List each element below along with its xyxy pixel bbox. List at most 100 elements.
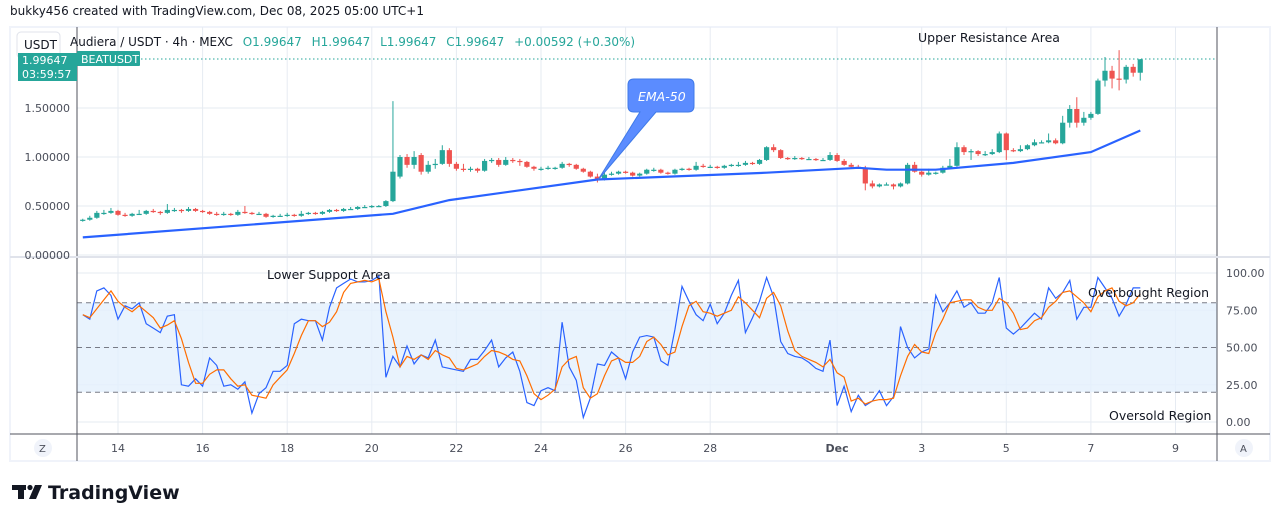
upper-resistance-label[interactable]: Upper Resistance Area xyxy=(918,30,1060,45)
candle xyxy=(326,208,333,213)
candle-body xyxy=(284,214,290,217)
bar-countdown: 03:59:57 xyxy=(22,68,71,81)
candle xyxy=(341,207,347,212)
time-tick-label: 20 xyxy=(365,442,379,455)
candle-body xyxy=(905,164,911,184)
candle xyxy=(700,163,706,168)
candle xyxy=(947,158,953,169)
candle-body xyxy=(573,164,579,169)
candle-body xyxy=(411,157,417,165)
candle xyxy=(686,167,692,171)
candle-body xyxy=(1046,140,1052,143)
stoch-k-line xyxy=(82,274,1141,420)
candle-body xyxy=(686,168,692,170)
candle-body xyxy=(1102,70,1108,81)
candle xyxy=(771,144,777,153)
candle-body xyxy=(792,157,798,160)
overbought-label[interactable]: Overbought Region xyxy=(1088,285,1209,300)
candle xyxy=(1003,132,1009,160)
candle-body xyxy=(383,201,389,206)
candle xyxy=(1130,63,1136,77)
lower-support-label[interactable]: Lower Support Area xyxy=(267,267,391,282)
candle-body xyxy=(418,155,424,172)
candle-body xyxy=(312,212,318,215)
candle-body xyxy=(876,184,882,187)
symbol-tag-label: BEATUSDT xyxy=(81,53,139,66)
candle xyxy=(756,158,763,165)
candle xyxy=(608,171,615,176)
oversold-label[interactable]: Oversold Region xyxy=(1109,408,1211,423)
candle-body xyxy=(305,212,311,215)
candle xyxy=(989,149,995,156)
candle-body xyxy=(270,215,276,217)
candle xyxy=(87,215,93,221)
time-axis[interactable]: 14 16 18 20 22 24 26 28 Dec 3 5 7 9 xyxy=(111,442,1179,455)
candle xyxy=(439,145,445,165)
candle-body xyxy=(693,165,699,170)
callout-label: EMA-50 xyxy=(638,89,686,104)
candle-body xyxy=(601,174,608,180)
candle-body xyxy=(1081,117,1087,123)
candle xyxy=(665,171,671,175)
candle-body xyxy=(848,164,854,167)
candle-body xyxy=(200,210,206,213)
candle xyxy=(862,165,868,191)
candle-body xyxy=(989,152,995,155)
candle-body xyxy=(806,158,812,161)
auto-scale-label: A xyxy=(1240,444,1247,455)
candle xyxy=(263,212,269,218)
candle xyxy=(538,166,544,171)
candle-body xyxy=(644,169,650,174)
candle-body xyxy=(778,150,784,158)
candle-body xyxy=(926,172,932,175)
symbol-title[interactable]: Audiera / USDT · 4h · MEXC xyxy=(70,35,233,49)
candle xyxy=(418,153,424,175)
candle xyxy=(397,155,403,179)
candle-body xyxy=(446,150,452,164)
candle xyxy=(693,161,699,171)
tradingview-logo[interactable]: TradingView xyxy=(12,482,180,504)
candle-body xyxy=(672,169,678,174)
candle xyxy=(566,162,572,167)
candle xyxy=(157,210,163,215)
candle xyxy=(1109,65,1115,89)
candle-body xyxy=(249,212,255,215)
stoch-d-line xyxy=(82,278,1141,405)
axis-labels: 0.00000 0.50000 1.00000 1.50000 0.00 25.00 50.… xyxy=(25,102,1265,429)
candle-body xyxy=(1003,133,1009,151)
candle-body xyxy=(580,168,586,172)
time-tick-label: 22 xyxy=(449,442,463,455)
candle-body xyxy=(1060,122,1066,144)
stoch-tick-label: 50.00 xyxy=(1226,342,1258,355)
auto-scale-button[interactable] xyxy=(1235,439,1253,457)
candle-body xyxy=(1116,78,1122,80)
candle-body xyxy=(80,219,86,221)
candle-body xyxy=(489,159,495,162)
candle-body xyxy=(665,172,671,174)
candle-body xyxy=(1031,142,1038,146)
candle-body xyxy=(453,163,459,169)
candle xyxy=(827,152,833,161)
candle-body xyxy=(742,162,749,165)
candle xyxy=(446,148,452,167)
candle xyxy=(482,158,488,172)
callout-bubble xyxy=(597,78,695,181)
ema-callout[interactable]: EMA-50 xyxy=(597,78,695,181)
legend-high: H1.99647 xyxy=(312,35,371,49)
candle-body xyxy=(919,171,925,175)
candle-body xyxy=(333,209,340,212)
time-tick-label: 16 xyxy=(196,442,210,455)
price-tick-label: 1.00000 xyxy=(25,151,71,164)
candle xyxy=(249,211,255,215)
currency-button-label: USDT xyxy=(24,38,58,52)
time-tick-label: 5 xyxy=(1003,442,1010,455)
candle-body xyxy=(157,211,163,214)
ohlc-legend: Audiera / USDT · 4h · MEXC O1.99647 H1.9… xyxy=(70,35,635,49)
candle-body xyxy=(171,209,177,212)
candle-body xyxy=(827,155,833,160)
candle xyxy=(714,165,720,169)
candle-body xyxy=(404,157,410,165)
zoom-reset-button[interactable] xyxy=(34,439,52,457)
candle-body xyxy=(982,154,988,156)
